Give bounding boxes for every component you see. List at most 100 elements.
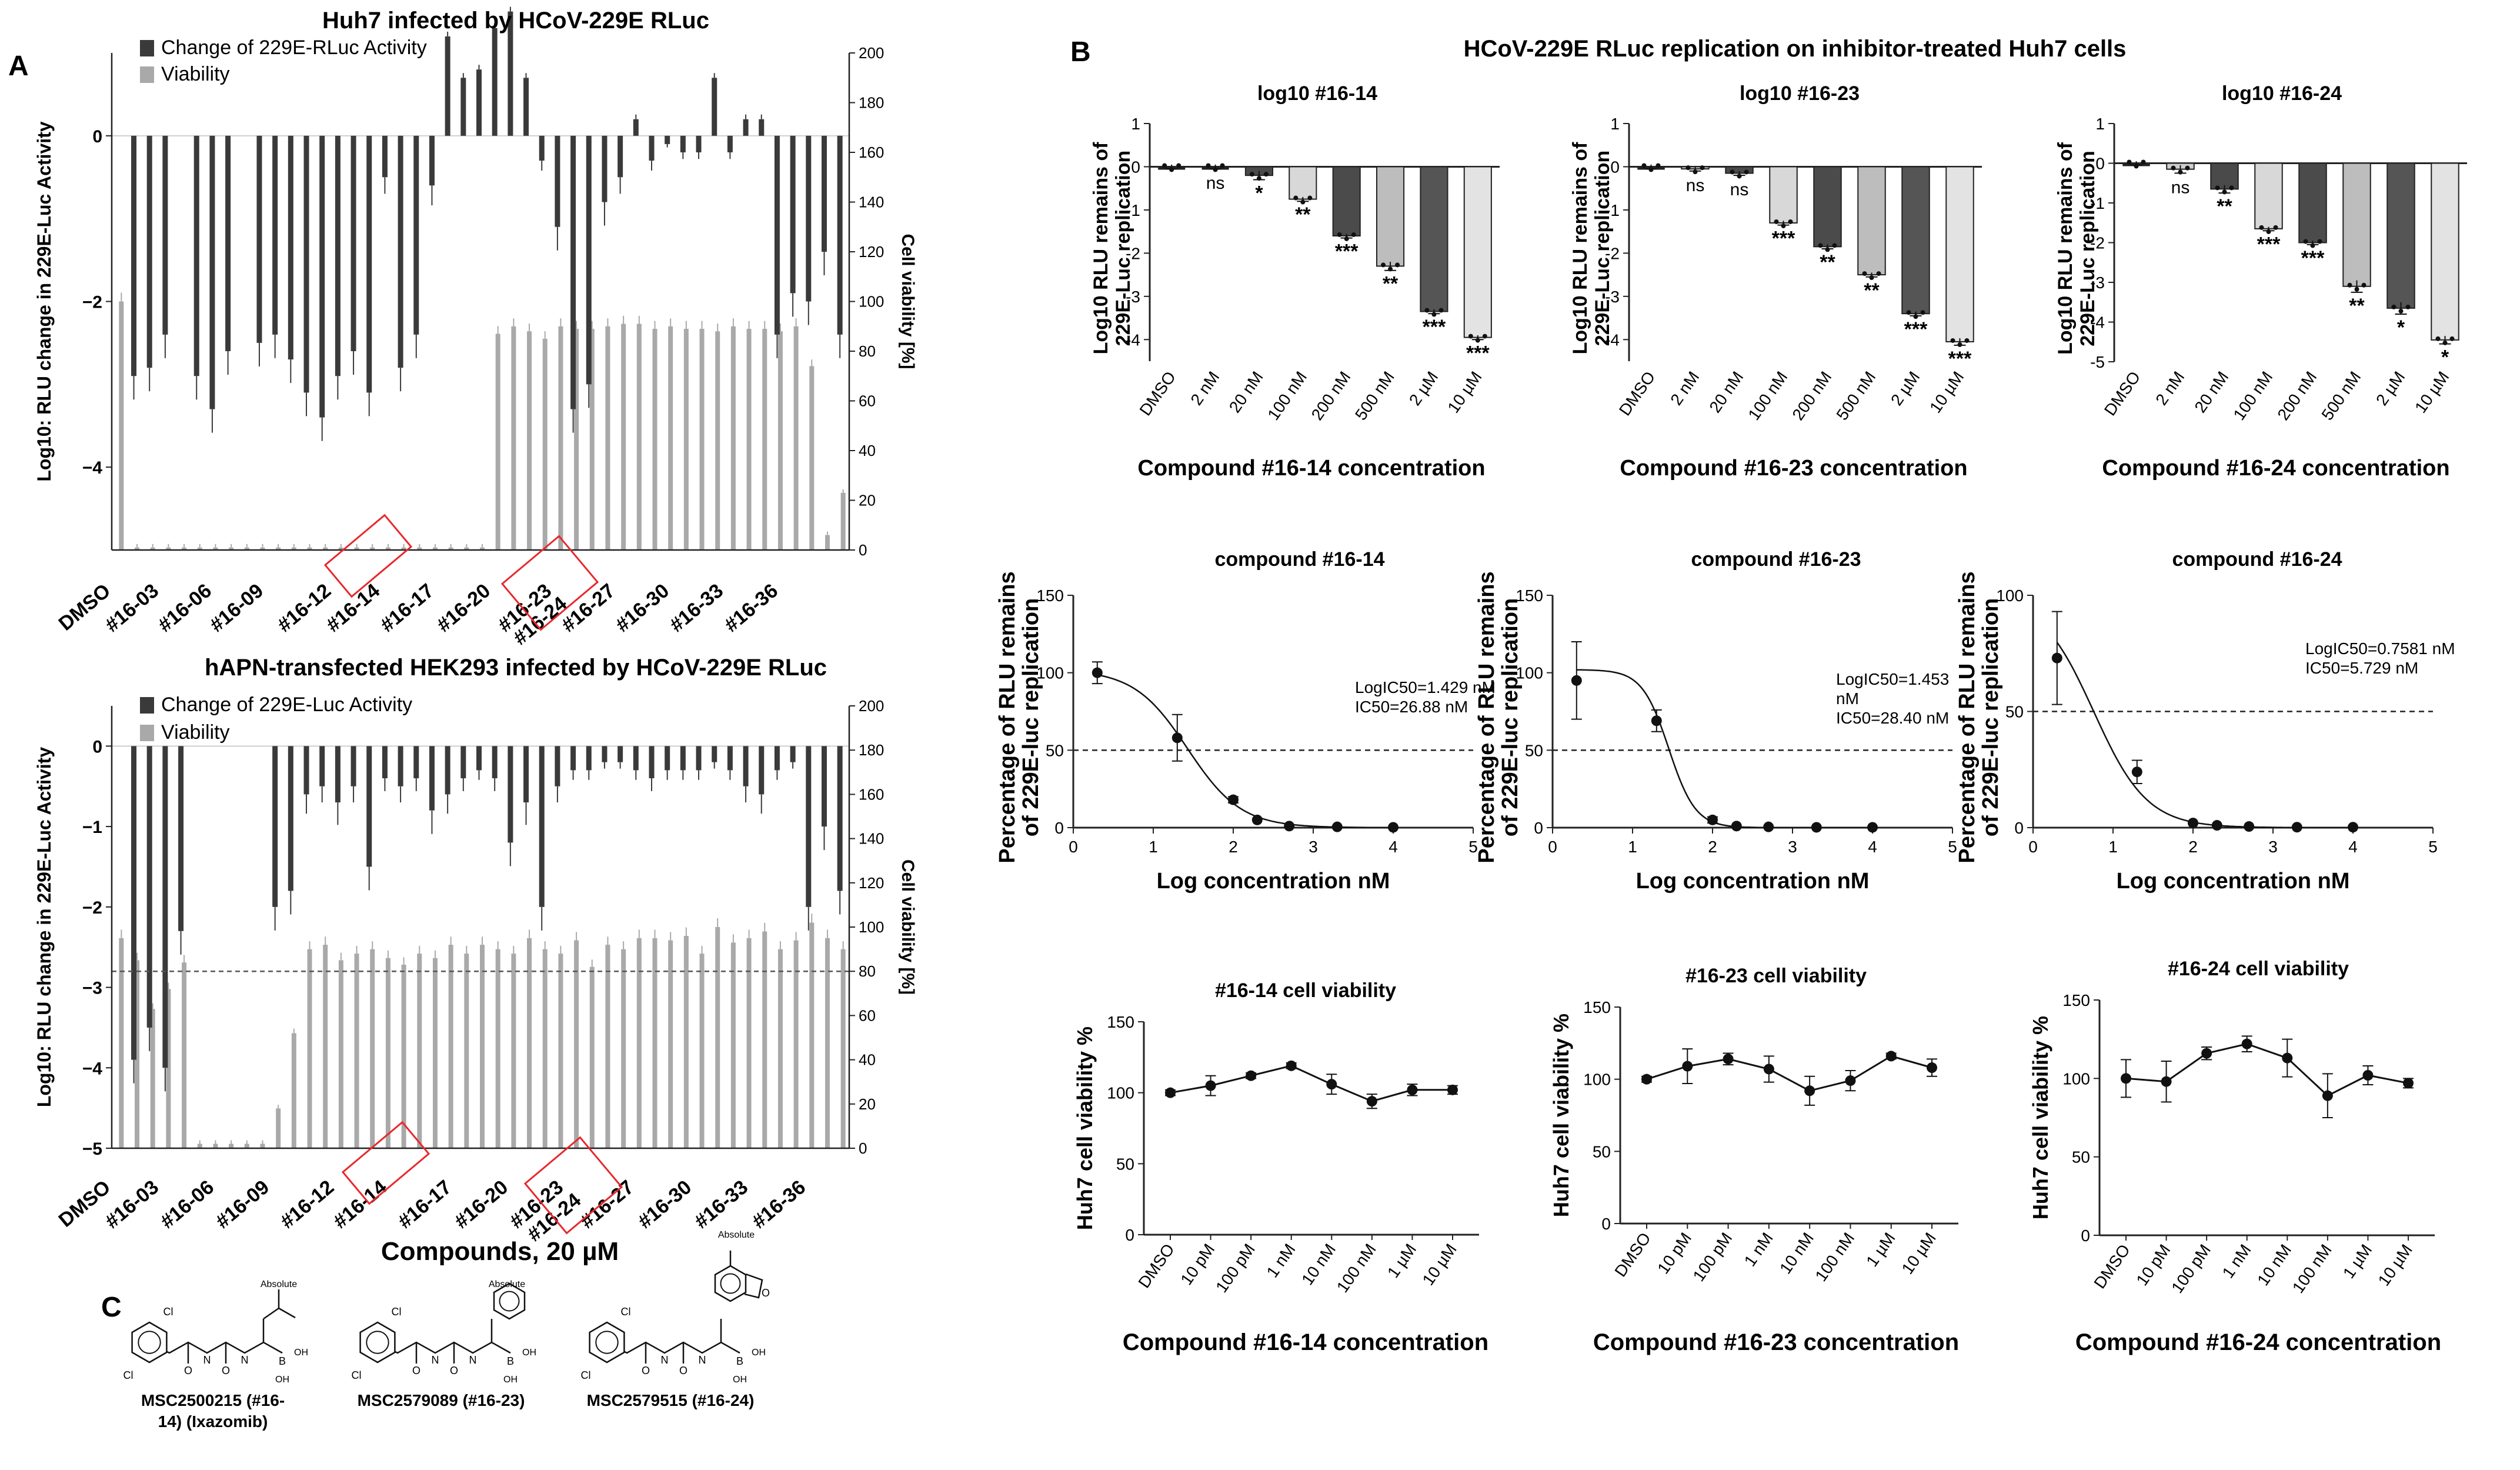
- chart-b2: log10 #16-23 1 0 -1 -2 -3 -4 DMSO ns 2 nM ns 20 nM *…: [1569, 82, 1982, 481]
- viability-bar: [182, 547, 187, 550]
- x-tick-label: #16-12: [276, 1176, 339, 1233]
- viability-bar: [621, 324, 626, 550]
- replicate-point: [2141, 159, 2146, 165]
- viability-bar: [480, 945, 485, 1148]
- data-point: [2362, 1070, 2374, 1081]
- y-axis-label: of 229E-luc replication: [1019, 598, 1043, 836]
- activity-bar: [618, 135, 623, 178]
- ic50-annotation: IC50=28.40 nM: [1836, 709, 1949, 727]
- y-tick-label: 0: [92, 127, 102, 146]
- replicate-point: [1176, 163, 1181, 168]
- viability-bar: [652, 328, 657, 550]
- y2-tick-label: 120: [859, 243, 884, 261]
- viability-bar: [291, 1033, 296, 1148]
- significance-label: ***: [1904, 318, 1928, 341]
- y-tick-label: 1: [1610, 115, 1620, 133]
- replicate-point: [1737, 174, 1742, 179]
- y-axis-label: of 229E-luc replication: [1978, 598, 2003, 836]
- replicate-point: [1700, 165, 1705, 171]
- highlight-box: [523, 1136, 623, 1235]
- activity-bar: [398, 746, 403, 786]
- bar: [1420, 166, 1448, 312]
- x-tick-label: 1: [1149, 838, 1158, 856]
- viability-bar: [542, 338, 548, 550]
- x-tick-label: 0: [2028, 838, 2038, 856]
- activity-bar: [712, 78, 717, 136]
- y2-tick-label: 60: [859, 392, 876, 410]
- viability-bar: [166, 547, 171, 550]
- activity-bar: [335, 135, 341, 376]
- replicate-point: [1263, 172, 1269, 177]
- x-tick-label: 2 nM: [2152, 368, 2188, 409]
- x-tick-label: 1 nM: [1741, 1229, 1777, 1270]
- y2-tick-label: 40: [859, 1051, 876, 1069]
- bar: [2387, 162, 2415, 309]
- atom-label: B: [279, 1355, 286, 1367]
- replicate-point: [1685, 165, 1691, 171]
- data-point: [2244, 821, 2255, 832]
- activity-bar: [476, 746, 482, 771]
- activity-bar: [680, 746, 686, 771]
- significance-label: **: [1383, 273, 1398, 295]
- x-axis-label: Log concentration nM: [1157, 869, 1390, 894]
- y-tick-label: 1: [1131, 115, 1140, 133]
- data-point: [1171, 732, 1183, 744]
- y-axis-label: of 229E-luc replication: [1498, 598, 1523, 836]
- benzene-ring: [131, 1321, 168, 1364]
- activity-bar: [727, 135, 733, 152]
- activity-bar: [539, 135, 545, 161]
- x-tick-label: #16-17: [376, 579, 439, 636]
- data-point: [2241, 1038, 2252, 1049]
- y2-tick-label: 20: [859, 1095, 876, 1113]
- viability-bar: [809, 366, 815, 550]
- y-tick-label: 0: [1534, 819, 1543, 837]
- replicate-point: [1438, 308, 1444, 313]
- y-tick-label: −1: [82, 818, 102, 837]
- legend-label-viability: Viability: [161, 721, 230, 744]
- replicate-point: [1293, 195, 1299, 201]
- replicate-point: [1913, 314, 1918, 319]
- atom-label: Cl: [581, 1369, 591, 1381]
- x-tick-label: 20 nM: [2191, 368, 2232, 416]
- activity-bar: [508, 11, 513, 136]
- replicate-point: [1832, 243, 1837, 248]
- data-point: [1885, 1051, 1897, 1062]
- viability-bar: [354, 954, 359, 1148]
- x-tick-label: #16-06: [156, 1176, 219, 1233]
- replicate-point: [1482, 334, 1487, 339]
- data-point: [2188, 818, 2198, 829]
- activity-bar: [272, 135, 278, 335]
- x-tick-label: 10 µM: [1926, 368, 1967, 416]
- x-tick-label: 4: [1868, 838, 1877, 856]
- significance-label: ***: [2301, 247, 2325, 269]
- bar: [2254, 162, 2283, 229]
- viability-bar: [730, 942, 736, 1148]
- replicate-point: [2317, 239, 2322, 244]
- replicate-point: [1818, 243, 1823, 248]
- y-tick-label: 100: [1107, 1084, 1134, 1102]
- activity-bar: [837, 746, 843, 891]
- chart-title: log10 #16-23: [1740, 82, 1860, 105]
- chart-title: log10 #16-14: [1257, 82, 1377, 105]
- compound-name: MSC2500215 (#16-: [141, 1391, 285, 1409]
- viability-bar: [401, 964, 406, 1148]
- y2-tick-label: 140: [859, 194, 884, 211]
- bar: [1376, 166, 1405, 267]
- activity-bar: [256, 135, 262, 343]
- x-tick-label: 10 nM: [1298, 1241, 1339, 1289]
- viability-bar: [840, 949, 846, 1148]
- replicate-point: [2185, 165, 2190, 171]
- significance-label: **: [2349, 295, 2365, 317]
- ic50-annotation: LogIC50=1.429 nM: [1355, 678, 1496, 696]
- x-tick-label: DMSO: [55, 579, 115, 635]
- data-point: [1331, 821, 1343, 832]
- y-tick-label: -4: [2090, 314, 2105, 332]
- activity-bar: [790, 746, 796, 762]
- y-tick-label: -4: [1605, 331, 1620, 349]
- data-point: [1927, 1062, 1937, 1074]
- x-tick-label: 4: [2348, 838, 2358, 856]
- y-axis-label: Log10: RLU change in 229E-Luc Activity: [34, 747, 55, 1107]
- activity-bar: [366, 746, 372, 867]
